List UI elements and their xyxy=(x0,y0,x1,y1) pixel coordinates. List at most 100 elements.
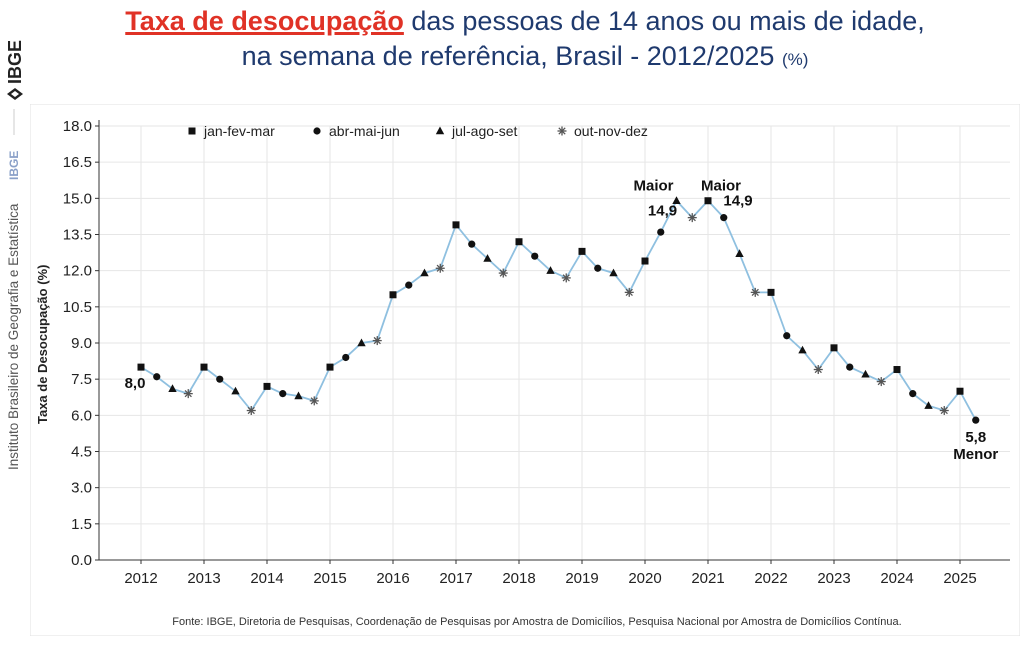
legend-label: jul-ago-set xyxy=(451,123,517,139)
line-chart: 0.0 1.5 3.0 4.5 6.0 7.5 9.0 10.5 12.0 13.5 15.0 16.… xyxy=(29,103,1021,637)
x-tick-label: 2024 xyxy=(880,570,913,587)
data-point-out-nov-dez xyxy=(750,287,760,297)
x-tick-label: 2014 xyxy=(250,570,283,587)
data-point-out-nov-dez xyxy=(435,263,445,273)
x-tick-label: 2022 xyxy=(754,570,787,587)
data-point-out-nov-dez xyxy=(876,377,886,387)
legend-label: out-nov-dez xyxy=(574,123,648,139)
chart-title-block: Taxa de desocupação das pessoas de 14 an… xyxy=(30,4,1020,78)
x-tick-label: 2019 xyxy=(565,570,598,587)
data-point-jan-fev-mar xyxy=(263,382,271,390)
data-point-jan-fev-mar xyxy=(326,363,334,371)
data-point-jul-ago-set xyxy=(609,268,618,277)
data-point-jul-ago-set xyxy=(672,196,681,204)
x-tick-label: 2020 xyxy=(628,570,661,587)
y-tick-label: 15.0 xyxy=(63,190,92,207)
data-point-jul-ago-set xyxy=(861,369,870,378)
data-point-out-nov-dez xyxy=(498,268,508,278)
y-tick-label: 13.5 xyxy=(63,227,92,244)
data-point-jan-fev-mar xyxy=(767,288,775,296)
y-tick-label: 4.5 xyxy=(71,444,92,461)
legend-marker-abr-mai-jun xyxy=(313,127,321,135)
data-point-out-nov-dez xyxy=(813,365,823,375)
data-point-jul-ago-set xyxy=(420,268,429,277)
data-point-out-nov-dez xyxy=(939,406,949,416)
x-tick-label: 2016 xyxy=(376,570,409,587)
data-point-jul-ago-set xyxy=(231,386,240,395)
title-line-1-rest: das pessoas de 14 anos ou mais de idade, xyxy=(403,6,925,36)
y-axis-label: Taxa de Desocupação (%) xyxy=(35,265,50,424)
legend-marker-jan-fev-mar xyxy=(188,127,196,135)
data-point-out-nov-dez xyxy=(561,273,571,283)
left-branding-strip: IBGE Instituto Brasileiro de Geografia e… xyxy=(0,0,30,646)
data-point-abr-mai-jun xyxy=(468,240,476,248)
y-tick-label: 3.0 xyxy=(71,480,92,497)
ibge-logo: IBGE xyxy=(5,40,25,100)
data-point-jan-fev-mar xyxy=(389,291,397,299)
y-tick-label: 18.0 xyxy=(63,118,92,135)
x-tick-label: 2017 xyxy=(439,570,472,587)
data-point-out-nov-dez xyxy=(372,336,382,346)
y-tick-label: 6.0 xyxy=(71,407,92,424)
data-point-out-nov-dez xyxy=(309,396,319,406)
y-tick-label: 0.0 xyxy=(71,552,92,569)
data-point-jan-fev-mar xyxy=(641,257,649,265)
title-line-2: na semana de referência, Brasil - 2012/2… xyxy=(30,38,1020,78)
data-point-abr-mai-jun xyxy=(216,375,224,383)
title-highlight: Taxa de desocupação xyxy=(125,6,404,36)
ibge-logo-icon xyxy=(7,88,23,100)
data-point-out-nov-dez xyxy=(246,406,256,416)
legend-label: abr-mai-jun xyxy=(329,123,400,139)
data-point-jul-ago-set xyxy=(357,338,366,347)
institute-acronym: IBGE xyxy=(7,151,21,180)
data-point-abr-mai-jun xyxy=(531,252,539,260)
y-tick-label: 7.5 xyxy=(71,371,92,388)
x-tick-label: 2015 xyxy=(313,570,346,587)
annotation-max-value: 14,9 xyxy=(648,203,677,220)
data-point-abr-mai-jun xyxy=(657,228,665,236)
y-tick-label: 9.0 xyxy=(71,335,92,352)
annotation-max-label: Maior xyxy=(633,178,673,195)
data-point-jan-fev-mar xyxy=(704,197,712,205)
institute-label: Instituto Brasileiro de Geografia e Esta… xyxy=(6,109,21,470)
x-tick-label: 2012 xyxy=(124,570,157,587)
annotation-max-value: 14,9 xyxy=(723,193,752,210)
x-tick-label: 2025 xyxy=(943,570,976,587)
data-point-jul-ago-set xyxy=(294,391,303,400)
data-point-jan-fev-mar xyxy=(956,387,964,395)
x-tick-label: 2013 xyxy=(187,570,220,587)
data-point-jul-ago-set xyxy=(483,254,492,262)
data-point-abr-mai-jun xyxy=(783,332,791,340)
x-tick-label: 2023 xyxy=(817,570,850,587)
data-point-abr-mai-jun xyxy=(720,214,728,222)
data-point-jul-ago-set xyxy=(798,345,807,354)
x-tick-label: 2018 xyxy=(502,570,535,587)
data-point-abr-mai-jun xyxy=(153,373,161,381)
legend-marker-out-nov-dez xyxy=(557,126,567,136)
annotation-start-value: 8,0 xyxy=(125,375,146,392)
y-tick-label: 12.0 xyxy=(63,263,92,280)
data-point-jan-fev-mar xyxy=(137,363,145,371)
institute-name: Instituto Brasileiro de Geografia e Esta… xyxy=(6,203,21,470)
source-note: Fonte: IBGE, Diretoria de Pesquisas, Coo… xyxy=(172,616,901,628)
y-tick-label: 16.5 xyxy=(63,154,92,171)
data-point-jan-fev-mar xyxy=(515,238,523,246)
data-point-abr-mai-jun xyxy=(279,390,287,398)
y-tick-label: 1.5 xyxy=(71,516,92,533)
data-point-jul-ago-set xyxy=(546,266,555,274)
title-unit: (%) xyxy=(781,50,809,69)
axes: 0.0 1.5 3.0 4.5 6.0 7.5 9.0 10.5 12.0 13.5 15.0 16.… xyxy=(63,118,1010,587)
data-point-abr-mai-jun xyxy=(846,363,854,371)
annotation-min-value: 5,8 xyxy=(965,429,986,446)
legend-label: jan-fev-mar xyxy=(203,123,275,139)
ibge-logo-text: IBGE xyxy=(5,40,25,84)
data-point-jul-ago-set xyxy=(735,249,744,257)
data-point-abr-mai-jun xyxy=(594,264,602,272)
title-line-1: Taxa de desocupação das pessoas de 14 an… xyxy=(30,4,1020,38)
chart-panel: 0.0 1.5 3.0 4.5 6.0 7.5 9.0 10.5 12.0 13.5 15.0 16.… xyxy=(29,103,1021,637)
data-point-jul-ago-set xyxy=(168,384,177,393)
legend: jan-fev-mar abr-mai-jun jul-ago-set out-nov… xyxy=(188,123,648,139)
data-point-out-nov-dez xyxy=(624,287,634,297)
data-point-out-nov-dez xyxy=(183,389,193,399)
